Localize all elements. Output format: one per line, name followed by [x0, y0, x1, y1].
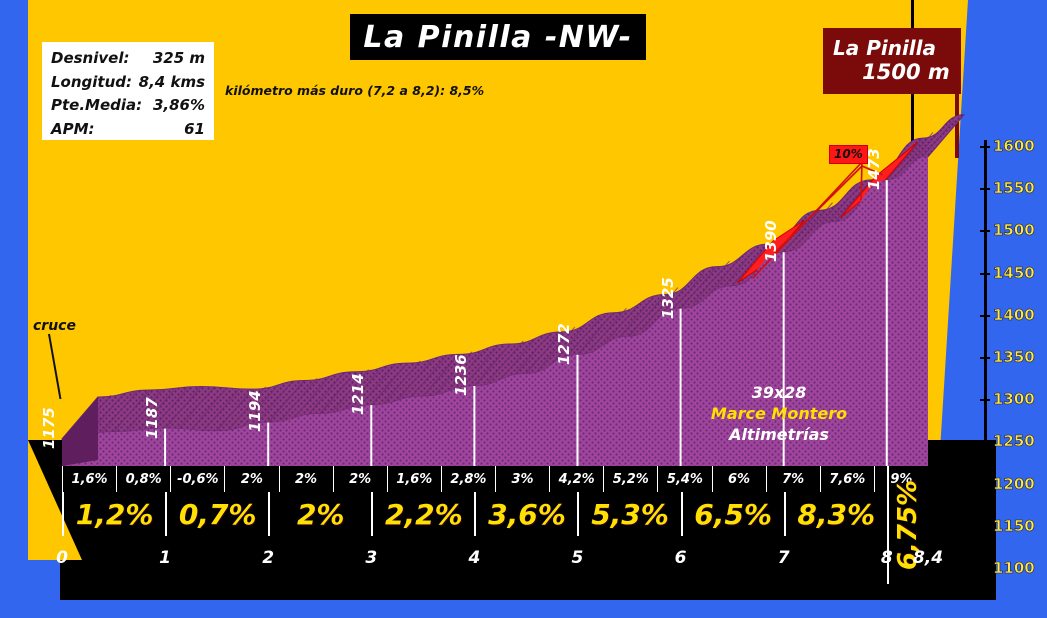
y-axis-tick-label: 1600 [993, 137, 1035, 156]
x-axis-tick-label: 1 [159, 548, 172, 568]
cruce-annotation-label: cruce [33, 318, 76, 334]
altitude-label: 1390 [761, 220, 780, 263]
info-row: Desnivel: 325 m [51, 47, 205, 71]
altitude-label: 1194 [246, 390, 265, 433]
info-row: APM: 61 [51, 118, 205, 142]
altitude-label: 1236 [452, 354, 471, 396]
x-axis-tick-label: 4 [468, 548, 481, 568]
half-km-gradient-cell: 5,4% [657, 466, 711, 492]
y-axis-tick [980, 314, 990, 317]
x-axis-tick-label: 0 [56, 548, 68, 568]
y-axis-line [984, 140, 987, 572]
half-km-gradient-cell: 3% [495, 466, 549, 492]
y-axis-tick-label: 1150 [993, 516, 1035, 535]
x-axis-tick-label: 5 [571, 548, 584, 568]
summit-label-box: La Pinilla 1500 m [823, 28, 961, 94]
altitude-label: 1325 [658, 276, 677, 319]
y-axis-tick [980, 357, 990, 359]
altitude-label: 1272 [555, 322, 574, 365]
half-km-gradient-cell: 4,2% [549, 466, 603, 492]
km-gradient-cell: 1,2% [62, 492, 165, 536]
y-axis-tick-label: 1500 [993, 221, 1035, 240]
x-axis-tick-label: 8 [880, 548, 893, 568]
info-label: Desnivel: [51, 49, 130, 67]
base-slab-bottom [60, 560, 970, 600]
half-km-gradient-cell: 2% [224, 466, 278, 492]
y-axis-tick-label: 1400 [993, 305, 1035, 324]
altitude-label: 1214 [349, 373, 368, 416]
y-axis-tick [980, 568, 990, 570]
steep-gradient-marker: 10% [829, 145, 868, 164]
y-axis-tick [980, 146, 990, 148]
y-axis-tick-label: 1550 [993, 179, 1035, 198]
half-km-gradient-cell: -0,6% [170, 466, 224, 492]
half-km-gradient-cell: 9% [873, 466, 928, 492]
summit-name: La Pinilla [833, 36, 937, 60]
x-axis-tick-label: 7 [777, 548, 790, 568]
y-axis-tick-label: 1100 [993, 559, 1035, 578]
summit-altitude: 1500 m [862, 60, 950, 84]
page-title: La Pinilla -NW- [363, 19, 633, 55]
info-value: 3,86% [152, 96, 205, 114]
km-gradient-cell: 5,3% [577, 492, 680, 536]
half-km-gradient-cell: 7% [765, 466, 820, 492]
x-axis-tick-label: 2 [262, 548, 275, 568]
info-value: 61 [184, 119, 205, 138]
info-label: Longitud: [51, 72, 133, 91]
info-value: 8,4 kms [138, 72, 205, 91]
credits-block: 39x28 Marce Montero Altimetrías [694, 382, 864, 445]
info-label: APM: [51, 119, 95, 138]
half-km-gradient-cell: 1,6% [62, 466, 116, 492]
y-axis-tick [980, 230, 990, 233]
half-km-gradient-cell: 2% [278, 466, 333, 492]
x-axis-tick-label: 8,4 [912, 548, 944, 568]
x-axis-tick-label: 6 [674, 548, 687, 568]
gearing-label: 39x28 [751, 383, 807, 402]
y-axis-tick-label: 1350 [993, 348, 1035, 367]
info-row: Pte.Media: 3,86% [51, 94, 205, 118]
half-km-gradient-cell: 7,6% [819, 466, 874, 492]
half-km-gradient-cell: 6% [711, 466, 766, 492]
summary-info-box: Desnivel: 325 m Longitud: 8,4 kms Pte.Medi… [42, 42, 214, 140]
half-km-gradient-cell: 1,6% [386, 466, 441, 492]
y-axis-tick-label: 1250 [993, 432, 1035, 451]
half-km-gradient-cell: 0,8% [116, 466, 170, 492]
y-axis-tick-label: 1300 [993, 390, 1035, 409]
y-axis-tick-label: 1200 [993, 474, 1035, 493]
info-label: Pte.Media: [51, 96, 143, 114]
chart-title-banner: La Pinilla -NW- [350, 14, 646, 60]
km-gradient-cell: 8,3% [783, 492, 887, 536]
y-axis-tick [980, 399, 990, 402]
y-axis-tick-label: 1450 [993, 263, 1035, 282]
altitude-label: 1187 [143, 396, 162, 439]
y-axis-tick [980, 188, 990, 191]
half-km-gradient-cell: 2% [332, 466, 387, 492]
average-gradient-cell: 6,75% [886, 466, 928, 584]
half-km-gradient-cell: 5,2% [603, 466, 657, 492]
altitude-label: 1473 [864, 148, 883, 191]
x-axis-tick-label: 3 [365, 548, 378, 568]
site-label: Altimetrías [729, 425, 829, 444]
km-gradient-cell: 2,2% [371, 492, 474, 536]
km-gradient-cell: 6,5% [680, 492, 784, 536]
half-km-gradient-cell: 2,8% [440, 466, 495, 492]
altitude-label: 1175 [40, 407, 58, 449]
km-gradient-cell: 3,6% [474, 492, 577, 536]
y-axis-tick [980, 272, 990, 275]
y-axis-tick [980, 483, 990, 486]
info-value: 325 m [152, 49, 205, 67]
km-gradient-cell: 0,7% [165, 492, 268, 536]
y-axis-tick [980, 525, 990, 528]
info-row: Longitud: 8,4 kms [51, 71, 205, 95]
km-gradient-cell: 2% [268, 492, 371, 536]
author-label: Marce Montero [710, 404, 848, 423]
hardest-kilometer-note: kilómetro más duro (7,2 a 8,2): 8,5% [225, 83, 485, 98]
y-axis-tick [980, 441, 990, 444]
